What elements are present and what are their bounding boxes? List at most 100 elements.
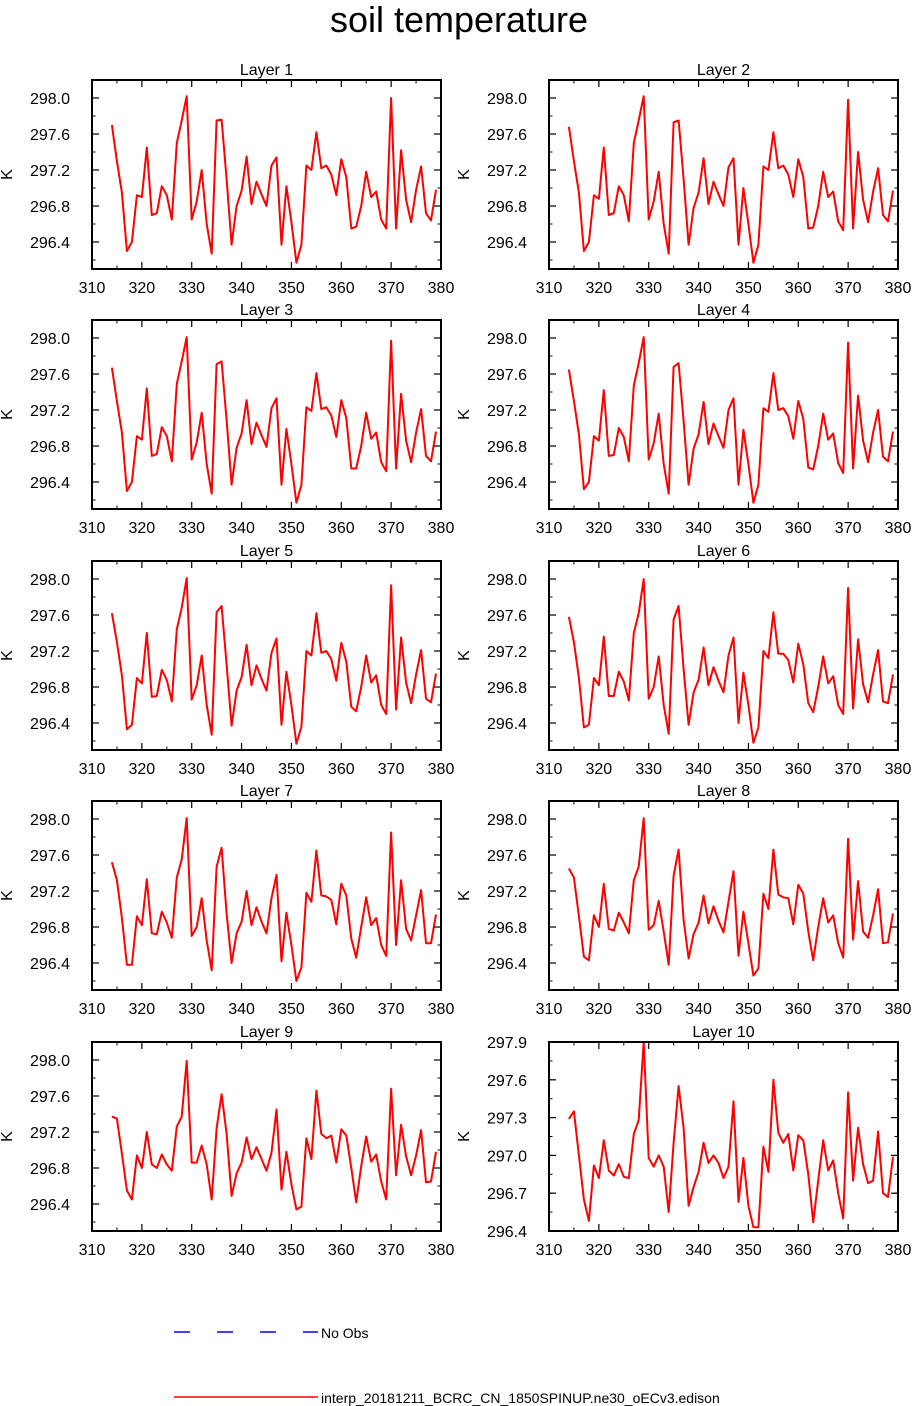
panel-title: Layer 8 xyxy=(697,783,750,800)
x-tick-label: 320 xyxy=(586,1242,613,1259)
x-tick-label: 370 xyxy=(378,520,405,537)
chart-panel-4: 310 320 330 340 350 360 370 380 296.4 296.8 297.2 2… xyxy=(456,302,911,537)
y-axis-label: K xyxy=(456,1131,473,1142)
x-tick-label: 360 xyxy=(785,761,812,778)
chart-panel-10: 310 320 330 340 350 360 370 380 296.4 296.7 297.0 2… xyxy=(456,1024,911,1259)
panel-title: Layer 2 xyxy=(697,62,750,79)
x-tick-label: 350 xyxy=(735,1001,762,1018)
panel-title: Layer 3 xyxy=(240,302,293,319)
y-tick-label: 298.0 xyxy=(30,1053,70,1070)
y-tick-label: 296.8 xyxy=(487,199,527,216)
legend: No Obs interp_20181211_BCRC_CN_1850SPINUP… xyxy=(174,1325,720,1406)
x-tick-label: 350 xyxy=(278,1001,305,1018)
y-tick-label: 296.4 xyxy=(30,475,70,492)
legend-obs-label: No Obs xyxy=(321,1325,368,1341)
x-tick-label: 310 xyxy=(79,1242,106,1259)
chart-panel-1: 310 320 330 340 350 360 370 380 296.4 296.8 297.2 2… xyxy=(0,62,454,297)
y-tick-label: 297.0 xyxy=(487,1148,527,1165)
y-tick-label: 297.2 xyxy=(30,1125,70,1142)
y-axis-label: K xyxy=(456,409,473,420)
x-tick-label: 350 xyxy=(735,280,762,297)
y-tick-label: 298.0 xyxy=(487,572,527,589)
y-axis-label: K xyxy=(0,650,16,661)
x-tick-label: 310 xyxy=(536,520,563,537)
x-tick-label: 350 xyxy=(278,280,305,297)
x-tick-label: 350 xyxy=(278,1242,305,1259)
x-tick-label: 320 xyxy=(586,280,613,297)
y-axis-label: K xyxy=(456,890,473,901)
x-tick-label: 370 xyxy=(378,1001,405,1018)
x-tick-label: 380 xyxy=(885,520,912,537)
x-tick-label: 330 xyxy=(178,520,205,537)
x-tick-label: 330 xyxy=(635,1001,662,1018)
y-axis-label: K xyxy=(0,1131,16,1142)
y-tick-label: 298.0 xyxy=(487,331,527,348)
y-tick-label: 297.3 xyxy=(487,1111,527,1128)
y-tick-label: 297.2 xyxy=(487,884,527,901)
x-tick-label: 370 xyxy=(378,280,405,297)
x-tick-label: 360 xyxy=(785,520,812,537)
x-tick-label: 360 xyxy=(785,280,812,297)
x-tick-label: 370 xyxy=(378,1242,405,1259)
x-tick-label: 320 xyxy=(129,520,156,537)
series-line xyxy=(110,817,437,982)
y-tick-label: 297.2 xyxy=(30,884,70,901)
series-line xyxy=(567,578,894,744)
x-tick-label: 330 xyxy=(635,761,662,778)
x-tick-label: 310 xyxy=(536,1001,563,1018)
y-tick-label: 298.0 xyxy=(30,91,70,108)
x-tick-label: 360 xyxy=(328,1001,355,1018)
panel-title: Layer 9 xyxy=(240,1024,293,1041)
x-tick-label: 340 xyxy=(228,761,255,778)
x-tick-label: 310 xyxy=(536,1242,563,1259)
y-tick-label: 297.6 xyxy=(30,608,70,625)
y-tick-label: 297.6 xyxy=(30,1089,70,1106)
x-tick-label: 330 xyxy=(178,761,205,778)
x-tick-label: 360 xyxy=(328,761,355,778)
chart-panel-6: 310 320 330 340 350 360 370 380 296.4 296.8 297.2 2… xyxy=(456,543,911,778)
panel-title: Layer 4 xyxy=(697,302,750,319)
y-tick-label: 297.6 xyxy=(487,1073,527,1090)
y-tick-label: 297.6 xyxy=(30,848,70,865)
x-tick-label: 360 xyxy=(328,1242,355,1259)
y-tick-label: 296.8 xyxy=(30,1161,70,1178)
y-axis-label: K xyxy=(456,650,473,661)
series-line xyxy=(110,577,437,745)
y-tick-label: 296.4 xyxy=(487,475,527,492)
x-tick-label: 320 xyxy=(129,1001,156,1018)
x-tick-label: 360 xyxy=(785,1001,812,1018)
x-tick-label: 310 xyxy=(536,761,563,778)
panel-title: Layer 7 xyxy=(240,783,293,800)
series-line xyxy=(568,817,894,977)
y-tick-label: 297.2 xyxy=(30,163,70,180)
x-tick-label: 350 xyxy=(278,520,305,537)
x-tick-label: 340 xyxy=(685,520,712,537)
y-tick-label: 296.4 xyxy=(30,716,70,733)
x-tick-label: 340 xyxy=(685,1001,712,1018)
x-tick-label: 320 xyxy=(586,761,613,778)
y-tick-label: 298.0 xyxy=(487,812,527,829)
y-tick-label: 296.7 xyxy=(487,1186,527,1203)
x-tick-label: 380 xyxy=(428,1001,455,1018)
x-tick-label: 330 xyxy=(178,1242,205,1259)
x-tick-label: 370 xyxy=(835,1001,862,1018)
y-tick-label: 297.9 xyxy=(487,1035,527,1052)
x-tick-label: 340 xyxy=(685,280,712,297)
x-tick-label: 380 xyxy=(428,1242,455,1259)
x-tick-label: 380 xyxy=(885,280,912,297)
x-tick-label: 320 xyxy=(129,1242,156,1259)
series-line xyxy=(567,336,894,504)
y-tick-label: 297.2 xyxy=(487,403,527,420)
chart-panel-7: 310 320 330 340 350 360 370 380 296.4 296.8 297.2 2… xyxy=(0,783,454,1018)
x-tick-label: 360 xyxy=(785,1242,812,1259)
x-tick-label: 380 xyxy=(885,761,912,778)
x-tick-label: 340 xyxy=(228,280,255,297)
legend-model-label: interp_20181211_BCRC_CN_1850SPINUP.ne30_… xyxy=(321,1390,720,1406)
y-tick-label: 296.4 xyxy=(487,956,527,973)
chart-panel-8: 310 320 330 340 350 360 370 380 296.4 296.8 297.2 2… xyxy=(456,783,911,1018)
chart-panel-3: 310 320 330 340 350 360 370 380 296.4 296.8 297.2 2… xyxy=(0,302,454,537)
x-tick-label: 370 xyxy=(835,1242,862,1259)
x-tick-label: 380 xyxy=(885,1001,912,1018)
x-tick-label: 320 xyxy=(586,1001,613,1018)
y-tick-label: 296.8 xyxy=(30,680,70,697)
